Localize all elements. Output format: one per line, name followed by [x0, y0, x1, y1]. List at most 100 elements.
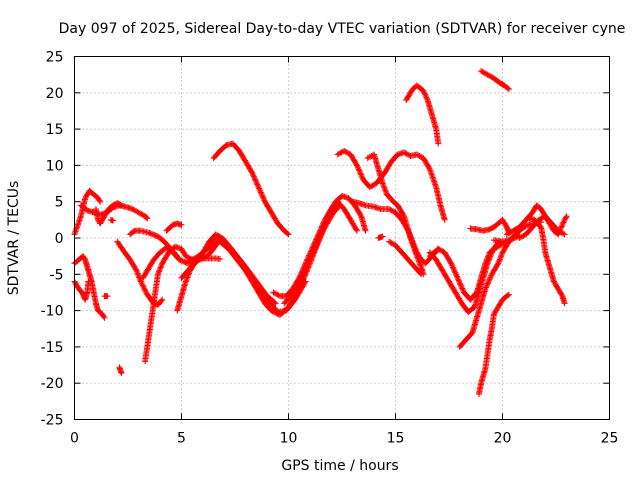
- data-point: [343, 149, 350, 156]
- series-arc-17: [210, 140, 292, 238]
- data-point: [296, 277, 303, 284]
- data-point: [252, 176, 259, 183]
- data-point: [478, 68, 485, 75]
- data-point: [483, 283, 490, 290]
- chart-title: Day 097 of 2025, Sidereal Day-to-day VTE…: [59, 21, 626, 37]
- data-point: [366, 184, 373, 191]
- data-point: [484, 260, 491, 267]
- data-point: [556, 228, 563, 235]
- data-point: [379, 233, 386, 240]
- data-point: [136, 275, 143, 282]
- data-point: [485, 277, 492, 284]
- series-arc-24: [386, 238, 425, 278]
- data-point: [135, 271, 142, 278]
- data-point: [417, 270, 424, 277]
- data-point: [334, 151, 341, 158]
- data-point: [560, 218, 567, 225]
- data-point: [304, 261, 311, 268]
- data-point: [558, 223, 565, 230]
- data-point: [250, 172, 257, 179]
- x-tick-labels: 0 5 10 15 20 25: [70, 431, 618, 447]
- x-tick-label: 15: [387, 431, 405, 447]
- series-arc-20: [281, 202, 343, 307]
- data-point: [358, 172, 365, 179]
- data-point: [259, 193, 266, 200]
- series-arc-05: [71, 278, 92, 303]
- data-point: [335, 203, 342, 210]
- data-point: [422, 91, 429, 98]
- series-arc-30: [475, 291, 512, 398]
- data-point: [421, 90, 428, 97]
- data-point: [134, 269, 141, 276]
- data-point: [417, 261, 424, 268]
- data-point: [258, 190, 265, 197]
- data-point: [321, 225, 328, 232]
- data-point: [556, 227, 563, 234]
- data-point: [312, 243, 319, 250]
- data-point: [85, 278, 92, 285]
- data-point: [417, 262, 424, 269]
- data-point: [505, 291, 512, 298]
- series-arc-15: [178, 255, 224, 281]
- data-point: [337, 150, 344, 157]
- data-point: [481, 70, 488, 77]
- series-arc-08: [107, 216, 117, 224]
- data-point: [301, 268, 308, 275]
- data-point: [510, 227, 517, 234]
- data-point: [555, 231, 562, 238]
- data-point: [487, 275, 494, 282]
- data-point: [142, 213, 149, 220]
- data-point: [313, 240, 320, 247]
- y-tick-label: -20: [41, 376, 64, 392]
- data-point: [101, 314, 108, 321]
- data-point: [455, 277, 462, 284]
- data-point: [140, 283, 147, 290]
- data-point: [497, 253, 504, 260]
- data-point: [117, 201, 124, 208]
- x-tick-label: 25: [601, 431, 619, 447]
- data-point: [308, 252, 315, 259]
- data-point: [370, 182, 377, 189]
- y-tick-label: -15: [41, 340, 64, 356]
- data-point: [135, 209, 142, 216]
- y-tick-label: 25: [46, 50, 64, 66]
- data-point: [139, 282, 146, 289]
- data-point: [118, 368, 125, 375]
- data-point: [453, 272, 460, 279]
- data-point: [451, 267, 458, 274]
- data-point: [183, 275, 190, 282]
- data-point: [143, 214, 150, 221]
- data-point: [353, 161, 360, 168]
- data-point: [305, 259, 312, 266]
- data-point: [344, 150, 351, 157]
- data-point: [249, 169, 256, 176]
- series-arc-07: [116, 364, 125, 377]
- data-point: [420, 88, 427, 95]
- data-point: [561, 231, 568, 238]
- data-point: [485, 279, 492, 286]
- data-point: [358, 171, 365, 178]
- data-point: [437, 247, 444, 254]
- data-point: [505, 86, 512, 93]
- data-point: [497, 254, 504, 261]
- data-point: [503, 231, 510, 238]
- data-point: [271, 290, 278, 297]
- data-point: [435, 140, 442, 147]
- data-point: [353, 227, 360, 234]
- data-point: [134, 270, 141, 277]
- series-arc-35: [525, 214, 568, 307]
- data-point: [403, 150, 410, 157]
- plot-frame: [74, 56, 610, 420]
- data-point: [155, 269, 162, 276]
- data-point: [104, 293, 111, 300]
- data-point: [487, 73, 494, 80]
- data-point: [158, 261, 165, 268]
- data-point: [388, 207, 395, 214]
- data-point: [275, 292, 282, 299]
- data-point: [558, 224, 565, 231]
- data-point: [486, 256, 493, 263]
- data-point: [447, 259, 454, 266]
- data-point: [253, 178, 260, 185]
- data-point: [426, 164, 433, 171]
- data-point: [417, 153, 424, 160]
